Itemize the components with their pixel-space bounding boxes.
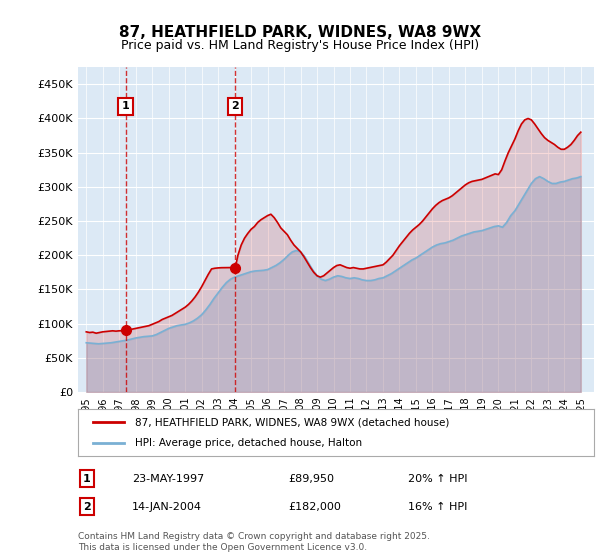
Text: 1: 1 [122,101,130,111]
Text: 20% ↑ HPI: 20% ↑ HPI [408,474,467,484]
Text: 87, HEATHFIELD PARK, WIDNES, WA8 9WX (detached house): 87, HEATHFIELD PARK, WIDNES, WA8 9WX (de… [135,417,449,427]
Text: Contains HM Land Registry data © Crown copyright and database right 2025.
This d: Contains HM Land Registry data © Crown c… [78,532,430,552]
Text: 16% ↑ HPI: 16% ↑ HPI [408,502,467,512]
Text: HPI: Average price, detached house, Halton: HPI: Average price, detached house, Halt… [135,438,362,448]
Text: £89,950: £89,950 [288,474,334,484]
Text: 2: 2 [83,502,91,512]
Text: Price paid vs. HM Land Registry's House Price Index (HPI): Price paid vs. HM Land Registry's House … [121,39,479,52]
Text: £182,000: £182,000 [288,502,341,512]
Text: 2: 2 [232,101,239,111]
Text: 87, HEATHFIELD PARK, WIDNES, WA8 9WX: 87, HEATHFIELD PARK, WIDNES, WA8 9WX [119,25,481,40]
Text: 23-MAY-1997: 23-MAY-1997 [132,474,204,484]
Text: 1: 1 [83,474,91,484]
Text: 14-JAN-2004: 14-JAN-2004 [132,502,202,512]
